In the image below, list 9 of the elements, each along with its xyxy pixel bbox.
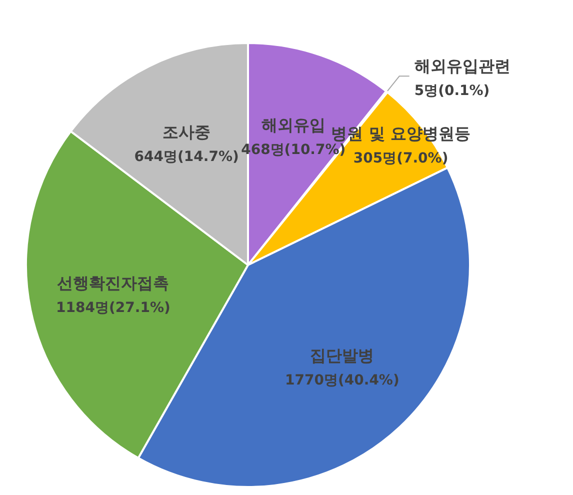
data-label: 1770명(40.4%) — [285, 372, 400, 388]
slice-label: 해외유입 — [261, 116, 326, 135]
slice-label: 해외유입관련 — [414, 56, 510, 76]
slice-label: 집단발병 — [310, 346, 374, 365]
data-label: 1184명(27.1%) — [56, 300, 170, 316]
slice-label: 조사중 — [162, 122, 211, 142]
slice-label: 선행확진자접촉 — [57, 273, 170, 292]
data-label: 5명(0.1%) — [414, 83, 490, 100]
data-label: 644명(14.7%) — [134, 148, 239, 165]
